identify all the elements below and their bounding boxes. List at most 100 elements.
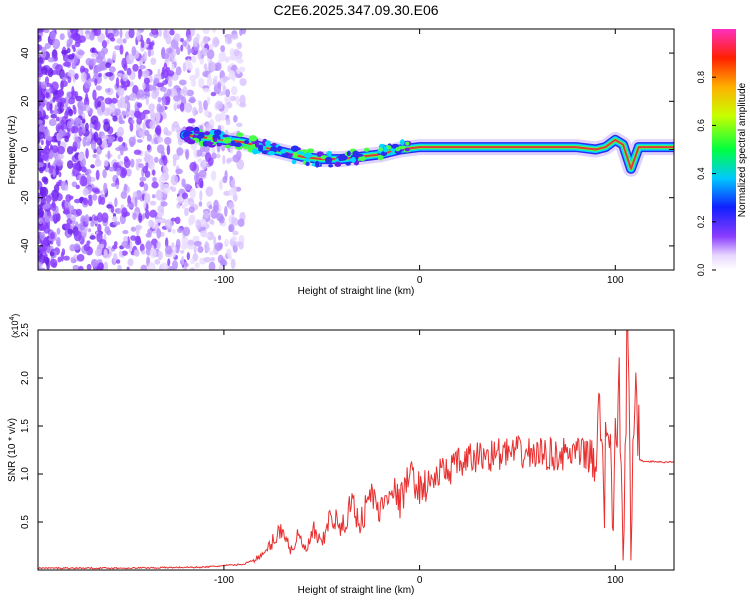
carrier-speck: [187, 139, 196, 145]
noise-speck: [116, 167, 121, 176]
noise-speck: [211, 145, 216, 155]
carrier-speck: [222, 137, 232, 144]
carrier-speck: [198, 131, 205, 139]
noise-speck: [94, 120, 101, 131]
noise-speck: [117, 154, 121, 160]
noise-speck: [75, 184, 81, 190]
noise-speck: [123, 183, 128, 192]
noise-speck: [78, 265, 84, 270]
noise-speck: [85, 148, 89, 159]
noise-speck: [198, 201, 203, 207]
noise-speck: [213, 199, 219, 210]
noise-speck: [38, 93, 43, 101]
noise-speck: [234, 241, 241, 247]
noise-speck: [113, 252, 118, 263]
noise-speck: [63, 61, 71, 67]
carrier-speck: [358, 155, 366, 162]
noise-speck: [49, 258, 58, 268]
noise-speck: [180, 44, 184, 52]
noise-speck: [224, 238, 229, 248]
noise-speck: [210, 170, 217, 181]
noise-speck: [224, 95, 232, 105]
noise-speck: [138, 68, 143, 78]
noise-speck: [90, 164, 95, 169]
noise-speck: [47, 57, 55, 63]
noise-speck: [156, 241, 161, 250]
carrier-speck: [398, 145, 406, 150]
noise-speck: [131, 46, 137, 56]
noise-speck: [72, 63, 76, 69]
noise-speck: [97, 212, 103, 223]
noise-speck: [100, 101, 106, 113]
noise-speck: [190, 79, 197, 88]
noise-speck: [70, 126, 79, 134]
noise-speck: [67, 228, 74, 235]
noise-speck: [140, 56, 148, 62]
noise-speck: [40, 186, 49, 197]
noise-speck: [136, 30, 142, 42]
noise-speck: [108, 166, 115, 172]
noise-speck: [60, 119, 65, 127]
noise-speck: [82, 187, 89, 197]
noise-speck: [66, 146, 74, 155]
noise-speck: [121, 57, 127, 69]
noise-speck: [188, 118, 195, 123]
noise-speck: [156, 144, 165, 154]
carrier-speck: [213, 138, 218, 143]
noise-speck: [61, 76, 66, 82]
noise-speck: [84, 214, 90, 224]
colorbar-ticks: 0.0 0.2 0.4 0.6 0.8: [696, 71, 716, 276]
noise-speck: [96, 232, 103, 243]
y-tick-label: 20: [20, 95, 31, 107]
noise-speck: [135, 225, 140, 236]
noise-speck: [68, 205, 75, 213]
noise-speck: [225, 88, 231, 97]
colorbar-tick-label: 0.8: [696, 71, 706, 84]
noise-speck: [89, 235, 96, 240]
noise-speck: [229, 175, 233, 181]
noise-speck: [132, 212, 137, 220]
noise-speck: [141, 250, 146, 255]
noise-speck: [55, 116, 60, 122]
noise-speck: [236, 57, 244, 64]
noise-speck: [146, 37, 151, 45]
noise-speck: [158, 176, 165, 185]
noise-speck: [197, 158, 203, 163]
noise-speck: [151, 194, 156, 199]
noise-speck: [129, 92, 137, 102]
noise-speck: [38, 261, 43, 267]
noise-speck: [231, 33, 239, 40]
noise-speck: [112, 216, 118, 222]
noise-speck: [78, 126, 84, 137]
carrier-speck: [234, 142, 242, 148]
noise-speck: [184, 207, 189, 217]
noise-speck: [86, 174, 92, 185]
carrier-speck: [248, 135, 258, 142]
noise-speck: [143, 201, 147, 210]
carrier-speck: [213, 129, 222, 136]
noise-speck: [164, 136, 172, 145]
noise-speck: [153, 156, 159, 164]
carrier-speck: [388, 152, 395, 156]
noise-speck: [235, 186, 242, 192]
noise-speck: [52, 38, 61, 50]
noise-speck: [102, 169, 107, 179]
noise-speck: [79, 175, 88, 187]
noise-speck: [164, 96, 171, 104]
colorbar-tick-label: 0.4: [696, 167, 706, 180]
noise-speck: [167, 258, 171, 267]
noise-speck: [38, 44, 43, 51]
noise-speck: [182, 62, 186, 73]
noise-speck: [185, 150, 189, 158]
noise-speck: [232, 71, 236, 82]
carrier-speck: [264, 140, 271, 147]
noise-speck: [128, 29, 135, 39]
noise-speck: [74, 73, 79, 80]
noise-speck: [204, 40, 209, 45]
noise-speck: [52, 109, 59, 115]
noise-speck: [230, 258, 236, 269]
noise-speck: [149, 209, 158, 218]
noise-speck: [183, 183, 191, 191]
noise-speck: [142, 82, 146, 90]
noise-speck: [190, 55, 197, 63]
